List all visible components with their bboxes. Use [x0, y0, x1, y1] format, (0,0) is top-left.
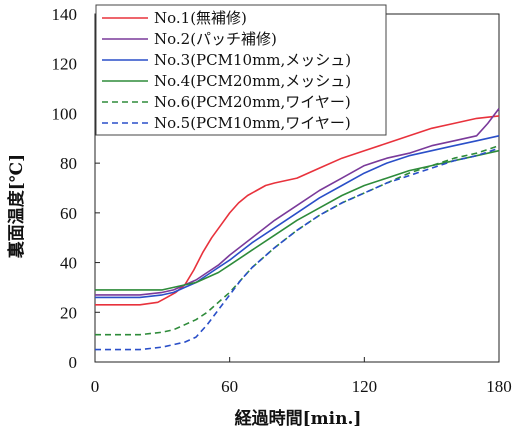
x-tick-label: 120: [352, 377, 378, 396]
legend: No.1(無補修) No.2(パッチ補修) No.3(PCM10mm,メッシュ) No…: [95, 4, 387, 136]
series-layer: [95, 108, 500, 351]
y-tick-label: 40: [60, 254, 77, 273]
legend-box: [95, 4, 387, 136]
y-tick-label: 20: [60, 303, 77, 322]
series-line-5: [95, 144, 500, 336]
series-line-2: [95, 108, 500, 296]
legend-label-6: No.5(PCM10mm,ワイヤー): [154, 114, 351, 132]
ticks-layer: 0 20 40 60 80 100 120 140 0 60 120 180: [52, 5, 512, 396]
legend-label-1: No.1(無補修): [154, 9, 247, 27]
x-axis-title: 経過時間[min.]: [235, 408, 362, 429]
x-tick-label: 60: [221, 377, 238, 396]
legend-label-4: No.4(PCM20mm,メッシュ): [154, 72, 351, 90]
series-line-1: [95, 115, 500, 306]
series-line-4: [95, 149, 500, 291]
y-tick-label: 0: [69, 353, 78, 372]
y-tick-label: 120: [52, 55, 78, 74]
y-tick-label: 140: [52, 5, 78, 24]
series-line-3: [95, 135, 500, 299]
series-line-6: [95, 147, 500, 351]
legend-label-5: No.6(PCM20mm,ワイヤー): [154, 93, 351, 111]
legend-label-3: No.3(PCM10mm,メッシュ): [154, 51, 351, 69]
legend-label-2: No.2(パッチ補修): [154, 30, 277, 48]
y-tick-label: 80: [60, 154, 77, 173]
x-tick-label: 0: [91, 377, 100, 396]
y-tick-label: 100: [52, 104, 78, 123]
y-axis-title: 裏面温度[℃]: [6, 154, 27, 259]
x-tick-label: 180: [486, 377, 512, 396]
y-tick-label: 60: [60, 204, 77, 223]
